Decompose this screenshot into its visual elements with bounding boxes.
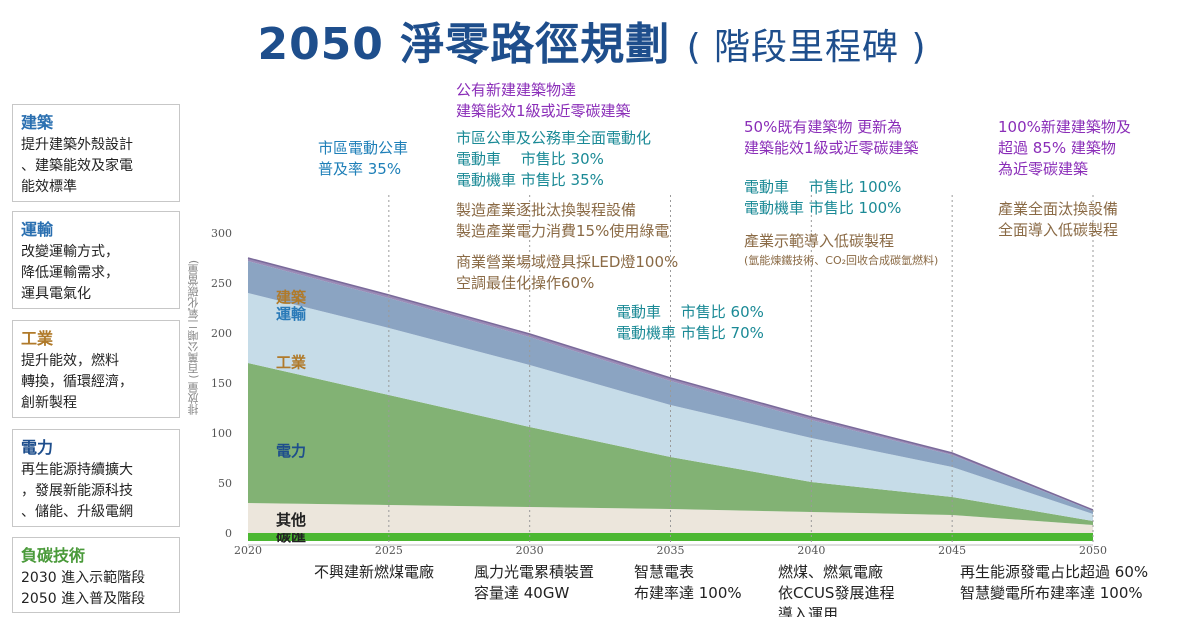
y-axis-title: 排放量 (百萬公噸二氧化碳當量) [187,260,200,416]
series-label-3: 工業 [276,354,307,372]
x-tick-label: 2025 [375,544,403,557]
sector-desc: 改變運輸方式， 降低運輸需求， 運具電氣化 [21,244,119,302]
y-tick-label: 50 [218,477,232,490]
annotation-commercial-2030: 商業營業場域燈具採LED燈100% 空調最佳化操作60% [456,253,679,292]
x-tick-label: 2050 [1079,544,1107,557]
x-tick-label: 2020 [234,544,262,557]
sector-name: 負碳技術 [21,546,86,565]
bottom-note-2030: 風力光電累積裝置 容量達 40GW [474,563,595,602]
title-main: 2050 淨零路徑規劃 [257,19,671,70]
bottom-note-2035: 智慧電表 布建率達 100% [634,563,742,602]
bottom-note-2050: 再生能源發電占比超過 60% 智慧變電所布建率達 100% [960,563,1149,602]
sector-desc: 2030 進入示範階段 2050 進入普及階段 [21,570,146,607]
annotation-building-2040: 50%既有建築物 更新為 建築能效1級或近零碳建築 [744,118,919,157]
sector-name: 電力 [21,438,54,457]
annotation-building-2050: 100%新建建築物及 超過 85% 建築物 為近零碳建築 [998,118,1131,178]
series-label-1: 其他 [276,511,306,529]
series-label-4: 運輸 [276,305,307,323]
sector-desc: 提升能效，燃料 轉換，循環經濟， 創新製程 [21,353,133,411]
sector-desc: 提升建築外殼設計 、建築能效及家電 能效標準 [21,137,133,195]
sector-box-negative-carbon: 負碳技術 2030 進入示範階段 2050 進入普及階段 [12,537,180,613]
sector-name: 工業 [21,329,54,348]
annotation-building-2030: 公有新建建築物達 建築能效1級或近零碳建築 [456,81,631,120]
area-series-2 [248,363,1093,525]
annotation-industry-2040: 產業示範導入低碳製程 [744,232,895,250]
sector-box-transport: 運輸 改變運輸方式， 降低運輸需求， 運具電氣化 [12,211,180,309]
annotation-industry-2030: 製造產業逐批汰換製程設備 製造產業電力消費15%使用綠電 [456,201,670,240]
annotation-industry-2040-note: (氫能煉鐵技術、CO₂回收合成碳氫燃料) [744,254,939,267]
sector-desc: 再生能源持續擴大 ，發展新能源科技 、儲能、升級電網 [21,462,133,520]
area-series-4 [248,261,1093,514]
y-tick-label: 150 [211,377,232,390]
y-tick-label: 0 [225,527,232,540]
x-tick-label: 2035 [657,544,685,557]
title-sub: ( 階段里程碑 ) [686,27,927,68]
sector-box-building: 建築 提升建築外殼設計 、建築能效及家電 能效標準 [12,104,180,202]
y-tick-label: 250 [211,277,232,290]
x-tick-label: 2030 [516,544,544,557]
x-tick-label: 2040 [797,544,825,557]
page-title: 2050 淨零路徑規劃 ( 階段里程碑 ) [0,8,1184,72]
y-tick-label: 300 [211,227,232,240]
annotation-bus-2025: 市區電動公車 普及率 35% [318,139,409,178]
bottom-note-2040: 燃煤、燃氣電廠 依CCUS發展進程 導入運用 [778,563,895,617]
area-series-1 [248,503,1093,533]
bottom-note-2025: 不興建新燃煤電廠 [314,563,435,581]
annotation-transport-2035: 電動車 市售比 60% 電動機車 市售比 70% [616,303,764,342]
sector-box-industry: 工業 提升能效，燃料 轉換，循環經濟， 創新製程 [12,320,180,418]
series-label-2: 電力 [276,442,306,460]
annotation-transport-2030: 市區公車及公務車全面電動化 電動車 市售比 30% 電動機車 市售比 35% [456,129,652,189]
annotation-industry-2050: 產業全面汰換設備 全面導入低碳製程 [998,200,1119,239]
sector-name: 運輸 [21,220,54,239]
series-label-5: 建築 [276,289,307,307]
sector-name: 建築 [21,113,54,132]
annotation-transport-2040: 電動車 市售比 100% 電動機車 市售比 100% [744,178,902,217]
y-tick-label: 100 [211,427,232,440]
sector-box-power: 電力 再生能源持續擴大 ，發展新能源科技 、儲能、升級電網 [12,429,180,527]
y-tick-label: 200 [211,327,232,340]
x-tick-label: 2045 [938,544,966,557]
